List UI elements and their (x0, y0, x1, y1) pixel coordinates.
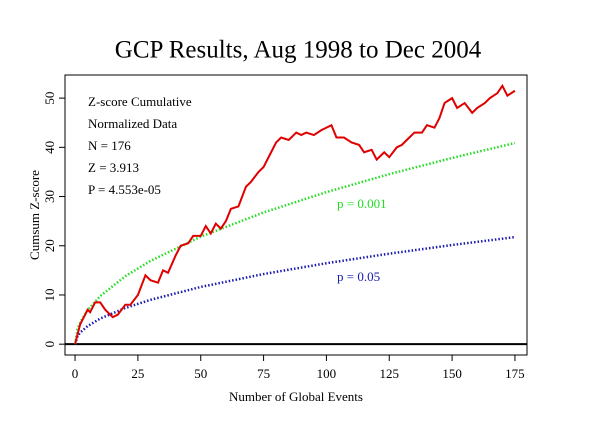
x-tick-label: 0 (72, 366, 79, 381)
x-tick-label: 125 (380, 366, 400, 381)
x-axis-label: Number of Global Events (229, 389, 363, 404)
y-tick-label: 50 (42, 92, 57, 105)
x-tick-label: 50 (194, 366, 207, 381)
data-line (74, 83, 516, 345)
x-tick-label: 100 (317, 366, 337, 381)
series-label: p = 0.05 (337, 269, 380, 284)
y-tick-label: 10 (42, 288, 57, 301)
x-tick-label: 175 (505, 366, 525, 381)
annotation: N = 176 (88, 138, 131, 153)
annotation: Normalized Data (88, 116, 177, 131)
plot-frame (64, 74, 528, 356)
annotation: Z-score Cumulative (88, 94, 192, 109)
y-tick-label: 40 (42, 141, 57, 154)
series-label: p = 0.001 (337, 196, 387, 211)
y-axis-label: Cumsum Z-score (27, 170, 42, 260)
y-tick-label: 30 (42, 190, 57, 203)
y-tick-label: 0 (42, 341, 57, 348)
annotation: Z = 3.913 (88, 160, 139, 175)
x-tick-label: 150 (442, 366, 462, 381)
annotation: P = 4.553e-05 (88, 182, 161, 197)
data-line (73, 235, 516, 345)
x-tick-label: 25 (131, 366, 144, 381)
x-tick-label: 75 (257, 366, 270, 381)
y-tick-label: 20 (42, 239, 57, 252)
chart-title: GCP Results, Aug 1998 to Dec 2004 (115, 37, 482, 64)
